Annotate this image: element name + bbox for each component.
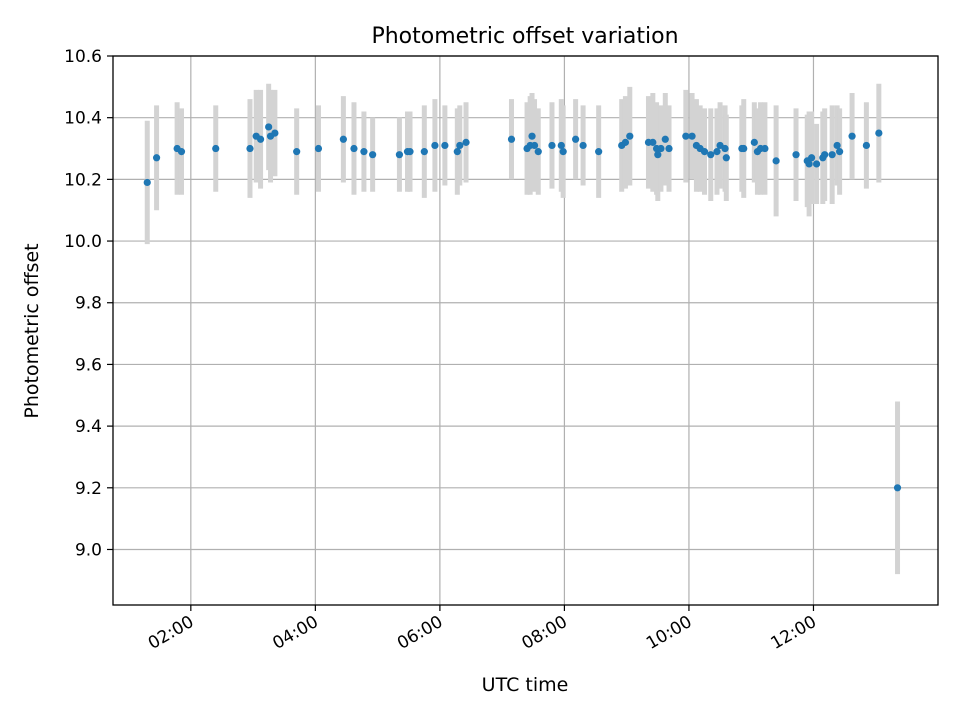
data-point	[212, 144, 220, 153]
x-axis-label: UTC time	[482, 674, 569, 696]
data-point	[836, 148, 844, 156]
y-tick-label: 9.2	[75, 479, 102, 499]
data-point	[534, 148, 542, 156]
data-point	[792, 151, 800, 159]
data-point	[893, 484, 902, 492]
data-point	[271, 129, 279, 137]
y-tick-label: 10.0	[64, 232, 102, 252]
data-point	[812, 160, 821, 168]
data-point	[265, 123, 273, 131]
data-point	[246, 144, 254, 153]
data-point	[441, 141, 449, 150]
data-point	[682, 132, 690, 140]
data-point	[256, 135, 265, 143]
data-point	[530, 141, 539, 150]
data-point	[579, 141, 587, 150]
data-point	[862, 141, 870, 150]
data-point	[761, 144, 769, 153]
data-point	[462, 138, 470, 146]
data-point	[456, 141, 464, 150]
error-bars	[144, 83, 901, 575]
data-point	[528, 132, 536, 140]
data-point	[395, 151, 404, 159]
data-point	[360, 148, 368, 156]
data-point	[848, 132, 856, 140]
data-point	[808, 154, 816, 162]
data-point	[595, 148, 603, 156]
x-tick-label: 08:00	[518, 612, 570, 654]
data-points	[143, 123, 902, 492]
y-tick-label: 9.6	[75, 355, 102, 375]
data-point	[654, 151, 662, 159]
data-point	[548, 141, 556, 150]
data-point	[431, 141, 439, 150]
data-point	[688, 132, 696, 140]
data-point	[453, 148, 461, 156]
x-tick-label: 06:00	[394, 612, 446, 654]
data-point	[700, 148, 709, 156]
data-point	[657, 144, 665, 153]
data-point	[750, 138, 758, 146]
x-tick-label: 12:00	[768, 612, 820, 654]
data-point	[721, 144, 729, 153]
data-point	[821, 151, 829, 159]
data-point	[572, 135, 580, 143]
data-point	[314, 144, 323, 153]
y-tick-label: 9.0	[75, 540, 102, 560]
data-point	[152, 154, 161, 162]
data-point	[420, 148, 428, 156]
data-point	[713, 148, 721, 156]
data-point	[143, 178, 151, 187]
data-point	[661, 135, 669, 143]
y-tick-label: 10.4	[64, 109, 102, 129]
data-point	[833, 141, 841, 150]
y-tick-label: 10.6	[64, 47, 102, 67]
data-point	[557, 141, 565, 150]
x-tick-label: 10:00	[643, 612, 695, 654]
plot-frame	[112, 55, 939, 606]
data-point	[369, 151, 377, 159]
y-tick-label: 10.2	[64, 170, 102, 190]
data-point	[626, 132, 634, 140]
data-point	[772, 157, 780, 165]
data-point	[805, 160, 813, 168]
data-point	[177, 148, 186, 156]
data-point	[707, 151, 715, 159]
data-point	[649, 138, 657, 146]
x-tick-label: 02:00	[145, 612, 197, 654]
x-tick-label: 04:00	[269, 612, 321, 654]
y-axis-label: Photometric offset	[21, 243, 43, 418]
y-tick-label: 9.8	[75, 294, 102, 314]
data-point	[507, 135, 516, 143]
data-point	[350, 144, 358, 153]
data-point	[828, 151, 836, 159]
data-point	[559, 148, 567, 156]
data-point	[722, 154, 730, 162]
chart-title: Photometric offset variation	[371, 24, 678, 49]
data-point	[406, 148, 414, 156]
data-point	[339, 135, 347, 143]
y-tick-label: 9.4	[75, 417, 102, 437]
data-point	[621, 138, 630, 146]
data-point	[875, 129, 883, 137]
data-point	[740, 144, 748, 153]
data-point	[293, 148, 301, 156]
data-point	[665, 144, 673, 153]
